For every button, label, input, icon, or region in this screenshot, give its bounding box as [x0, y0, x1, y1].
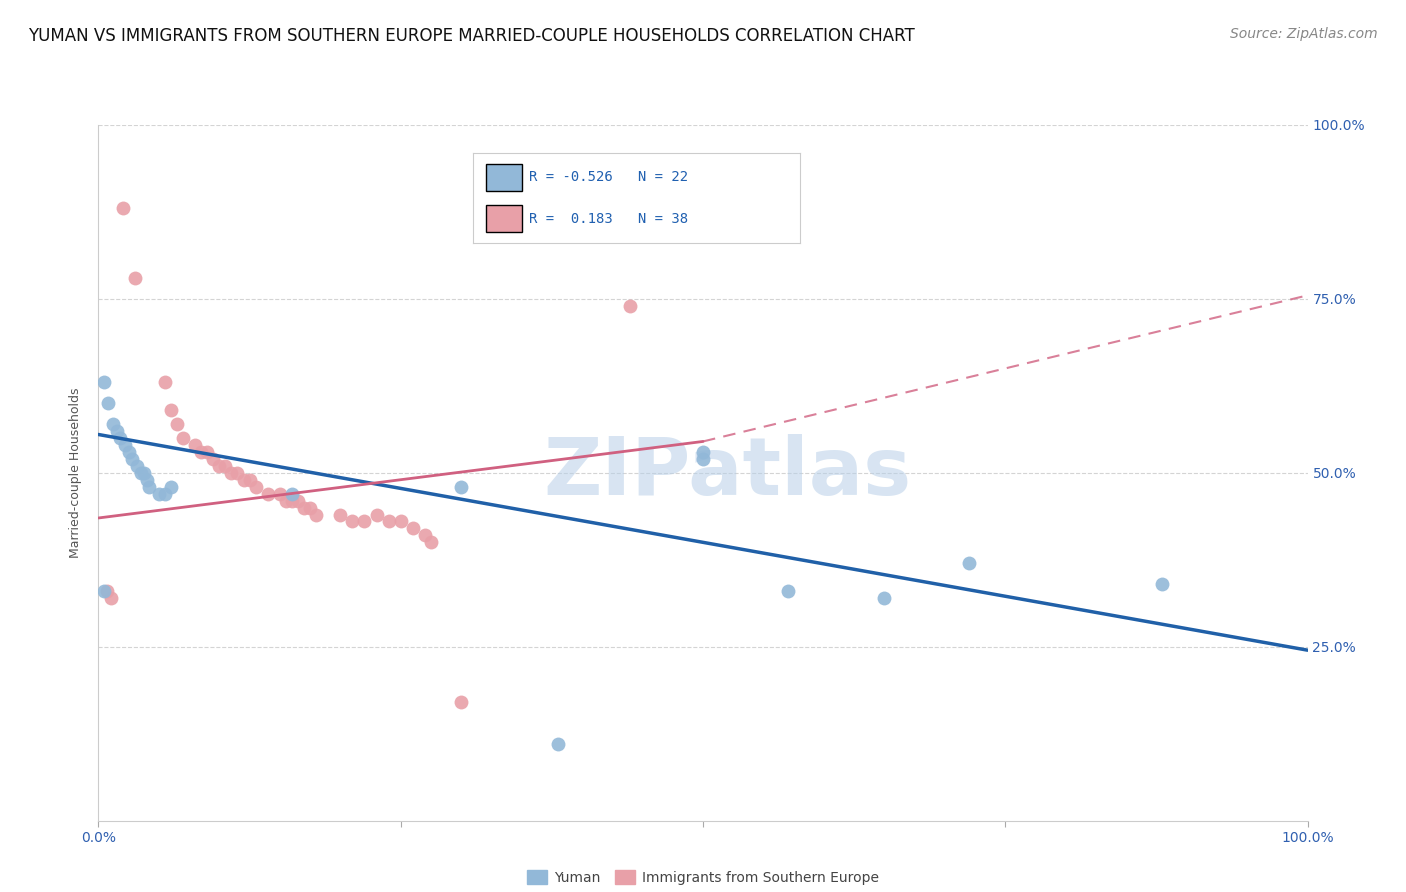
Point	[353, 515, 375, 529]
Point	[413, 528, 436, 542]
Point	[134, 466, 156, 480]
Point	[153, 486, 176, 500]
Point	[873, 591, 896, 605]
Point	[299, 500, 322, 515]
Point	[202, 451, 225, 466]
Point	[239, 473, 262, 487]
Point	[93, 584, 115, 599]
Point	[101, 417, 124, 431]
Point	[292, 500, 315, 515]
Point	[281, 493, 304, 508]
Point	[1152, 577, 1174, 591]
Point	[118, 445, 141, 459]
Point	[957, 556, 980, 570]
Text: ZIPatlas: ZIPatlas	[543, 434, 911, 512]
Point	[100, 591, 122, 605]
Point	[135, 473, 157, 487]
Point	[366, 508, 388, 522]
Point	[450, 695, 472, 709]
Point	[692, 445, 714, 459]
Point	[172, 431, 194, 445]
Text: Source: ZipAtlas.com: Source: ZipAtlas.com	[1230, 27, 1378, 41]
Point	[105, 424, 128, 438]
Point	[305, 508, 328, 522]
Point	[329, 508, 352, 522]
Point	[108, 431, 131, 445]
Point	[389, 515, 412, 529]
Point	[402, 521, 425, 535]
Y-axis label: Married-couple Households: Married-couple Households	[69, 387, 83, 558]
Point	[121, 451, 143, 466]
Point	[245, 480, 267, 494]
Point	[97, 396, 120, 410]
Point	[184, 438, 207, 452]
Point	[96, 584, 118, 599]
Point	[274, 493, 297, 508]
Point	[287, 493, 309, 508]
Point	[138, 480, 160, 494]
Point	[160, 403, 183, 417]
Point	[420, 535, 443, 549]
Point	[226, 466, 249, 480]
Text: YUMAN VS IMMIGRANTS FROM SOUTHERN EUROPE MARRIED-COUPLE HOUSEHOLDS CORRELATION C: YUMAN VS IMMIGRANTS FROM SOUTHERN EUROPE…	[28, 27, 915, 45]
Legend: Yuman, Immigrants from Southern Europe: Yuman, Immigrants from Southern Europe	[522, 864, 884, 890]
Point	[129, 466, 152, 480]
Point	[208, 458, 231, 473]
Point	[124, 271, 146, 285]
Point	[281, 486, 304, 500]
Point	[93, 376, 115, 390]
Point	[190, 445, 212, 459]
Point	[232, 473, 254, 487]
Point	[166, 417, 188, 431]
Point	[160, 480, 183, 494]
Point	[256, 486, 278, 500]
Point	[342, 515, 364, 529]
Point	[195, 445, 218, 459]
Point	[269, 486, 291, 500]
Point	[114, 438, 136, 452]
Point	[111, 202, 134, 216]
Point	[692, 451, 714, 466]
Point	[153, 376, 176, 390]
Point	[148, 486, 170, 500]
Point	[377, 515, 399, 529]
Point	[776, 584, 799, 599]
Point	[127, 458, 149, 473]
Point	[221, 466, 243, 480]
Point	[547, 737, 569, 751]
Point	[450, 480, 472, 494]
Point	[214, 458, 236, 473]
Point	[619, 299, 641, 313]
